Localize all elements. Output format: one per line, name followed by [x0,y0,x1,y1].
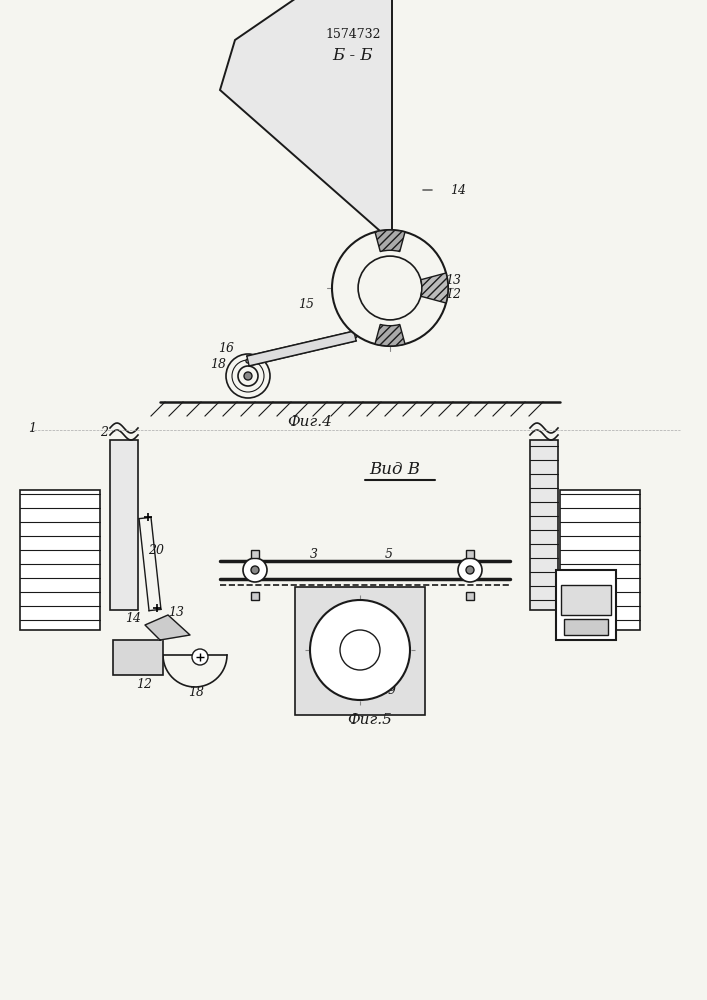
Text: 19: 19 [380,684,396,696]
Bar [251,592,259,600]
Text: 20: 20 [148,544,164,556]
Circle shape [466,566,474,574]
Text: 15: 15 [298,298,314,312]
Bar [295,587,425,715]
Text: 18: 18 [188,686,204,698]
Circle shape [243,558,267,582]
Text: 13: 13 [445,273,461,286]
Text: Фиг.4: Фиг.4 [288,415,332,429]
Circle shape [458,558,482,582]
Polygon shape [247,331,356,366]
Circle shape [226,354,270,398]
Text: Вид В: Вид В [370,462,421,479]
Wedge shape [375,324,405,346]
Bar [556,570,616,640]
Bar [466,550,474,558]
Circle shape [192,649,208,665]
Text: 2: 2 [100,426,108,438]
Text: 13: 13 [168,605,184,618]
Circle shape [310,600,410,700]
Text: 17: 17 [415,324,431,336]
Text: 1: 1 [28,422,36,434]
Bar [561,585,611,615]
Bar [530,440,558,610]
Circle shape [238,366,258,386]
Text: 14: 14 [125,611,141,624]
Bar [110,440,138,610]
Wedge shape [421,273,448,303]
Circle shape [340,630,380,670]
Text: 3: 3 [310,548,318,562]
Text: 16: 16 [218,342,234,355]
Text: Фиг.5: Фиг.5 [348,713,392,727]
Text: 5: 5 [385,548,393,562]
Text: 14: 14 [450,184,466,196]
Wedge shape [375,230,405,252]
Text: 12: 12 [136,678,152,690]
Text: 1574732: 1574732 [325,28,381,41]
Circle shape [251,566,259,574]
Bar [564,619,608,635]
Bar [560,490,640,630]
Text: 18: 18 [210,359,226,371]
Circle shape [244,372,252,380]
Circle shape [332,230,448,346]
Bar [20,490,100,630]
Circle shape [358,256,422,320]
Text: 12: 12 [445,288,461,302]
Text: Б - Б: Б - Б [333,46,373,64]
Polygon shape [220,0,392,238]
Polygon shape [145,615,190,640]
Bar [466,592,474,600]
Bar [113,640,163,675]
Bar [251,550,259,558]
